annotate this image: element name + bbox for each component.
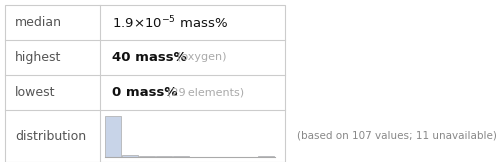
Bar <box>122 155 138 157</box>
Text: highest: highest <box>15 51 61 64</box>
Bar <box>139 156 155 157</box>
Text: distribution: distribution <box>15 129 86 143</box>
Text: (based on 107 values; 11 unavailable): (based on 107 values; 11 unavailable) <box>297 131 497 141</box>
Text: median: median <box>15 16 62 29</box>
Bar <box>105 116 120 157</box>
Text: $1.9{\times}10^{-5}$ mass%: $1.9{\times}10^{-5}$ mass% <box>112 14 228 31</box>
Text: (29 elements): (29 elements) <box>167 87 244 98</box>
Bar <box>173 156 188 157</box>
Bar <box>5 5 285 162</box>
Text: 40 mass%: 40 mass% <box>112 51 187 64</box>
Text: lowest: lowest <box>15 86 55 99</box>
Bar <box>258 156 274 157</box>
Bar <box>156 156 172 157</box>
Text: (oxygen): (oxygen) <box>177 52 226 63</box>
Text: 0 mass%: 0 mass% <box>112 86 177 99</box>
